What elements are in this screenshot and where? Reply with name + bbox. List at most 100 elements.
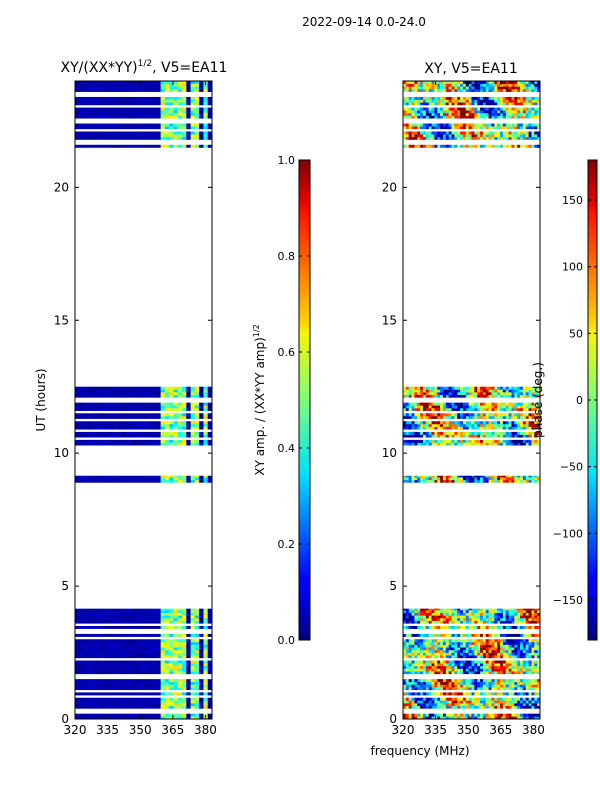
heatmap-cell: [403, 649, 407, 653]
heatmap-cell: [442, 668, 447, 672]
heatmap-cell: [428, 652, 432, 656]
heatmap-cell: [528, 655, 532, 659]
heatmap-cell: [414, 426, 418, 430]
heatmap-cell: [96, 681, 102, 685]
heatmap-cell: [525, 679, 529, 683]
heatmap-cell: [109, 439, 114, 443]
heatmap-cell: [130, 655, 136, 659]
heatmap-cell: [514, 144, 518, 148]
heatmap-cell: [522, 705, 527, 709]
heatmap-cell: [448, 700, 452, 704]
heatmap-cell: [173, 112, 179, 116]
heatmap-cell: [169, 608, 174, 611]
heatmap-cell: [431, 136, 435, 140]
heatmap-cell: [528, 617, 532, 621]
heatmap-cell: [508, 112, 512, 116]
heatmap-cell: [117, 610, 123, 613]
heatmap-cell: [109, 126, 114, 130]
heatmap-cell: [474, 392, 478, 395]
heatmap-cell: [156, 144, 162, 148]
heatmap-cell: [454, 423, 458, 427]
heatmap-cell: [482, 649, 487, 653]
heatmap-cell: [471, 392, 475, 395]
heatmap-cell: [437, 394, 441, 398]
heatmap-cell: [139, 697, 144, 701]
heatmap-cell: [417, 394, 421, 398]
heatmap-cell: [425, 655, 430, 659]
heatmap-cell: [511, 639, 515, 643]
heatmap-cell: [474, 681, 478, 685]
heatmap-cell: [190, 110, 196, 114]
heatmap-cell: [477, 131, 481, 135]
heatmap-cell: [186, 426, 191, 430]
heatmap-cell: [408, 617, 412, 621]
heatmap-cell: [514, 663, 518, 667]
heatmap-cell: [117, 681, 123, 685]
heatmap-cell: [182, 413, 187, 417]
heatmap-cell: [182, 644, 187, 648]
heatmap-cell: [462, 434, 467, 438]
heatmap-cell: [522, 671, 527, 675]
heatmap-cell: [117, 88, 123, 92]
heatmap-cell: [494, 407, 498, 411]
heatmap-cell: [497, 423, 501, 427]
heatmap-cell: [160, 402, 166, 406]
heatmap-cell: [497, 426, 501, 430]
heatmap-cell: [468, 421, 472, 425]
heatmap-cell: [134, 700, 140, 704]
heatmap-cell: [190, 131, 196, 135]
heatmap-cell: [434, 610, 438, 613]
heatmap-cell: [517, 641, 521, 645]
heatmap-cell: [109, 394, 114, 398]
heatmap-cell: [160, 617, 166, 621]
heatmap-cell: [177, 617, 183, 621]
heatmap-cell: [434, 647, 438, 651]
heatmap-cell: [465, 426, 470, 430]
heatmap-cell: [207, 442, 212, 446]
heatmap-cell: [100, 475, 106, 478]
heatmap-cell: [528, 665, 532, 669]
heatmap-cell: [207, 641, 212, 645]
heatmap-cell: [422, 407, 427, 411]
heatmap-cell: [422, 644, 427, 648]
heatmap-cell: [164, 407, 170, 411]
heatmap-cell: [531, 649, 535, 653]
heatmap-cell: [96, 639, 102, 643]
heatmap-cell: [522, 687, 527, 691]
heatmap-cell: [75, 439, 80, 443]
heatmap-cell: [83, 639, 89, 643]
heatmap-cell: [468, 479, 472, 483]
heatmap-cell: [488, 663, 492, 667]
heatmap-cell: [502, 115, 507, 119]
heatmap-cell: [482, 713, 487, 717]
heatmap-cell: [445, 705, 450, 709]
heatmap-cell: [182, 479, 187, 483]
heatmap-cell: [522, 644, 527, 648]
heatmap-cell: [517, 434, 521, 438]
heatmap-cell: [147, 687, 153, 691]
heatmap-cell: [460, 415, 464, 419]
heatmap-cell: [169, 386, 174, 390]
heatmap-cell: [414, 421, 418, 425]
heatmap-cell: [534, 665, 538, 669]
heatmap-cell: [468, 112, 472, 116]
heatmap-cell: [156, 620, 162, 624]
heatmap-cell: [488, 394, 492, 398]
heatmap-cell: [508, 620, 512, 624]
heatmap-cell: [130, 413, 136, 417]
heatmap-cell: [457, 431, 461, 435]
heatmap-cell: [143, 423, 149, 427]
heatmap-cell: [528, 649, 532, 653]
heatmap-cell: [505, 479, 509, 483]
heatmap-cell: [445, 625, 450, 629]
heatmap-cell: [468, 434, 472, 438]
heatmap-cell: [488, 477, 492, 481]
heatmap-cell: [403, 442, 407, 446]
heatmap-cell: [177, 402, 183, 406]
heatmap-cell: [122, 612, 127, 616]
heatmap-cell: [468, 665, 472, 669]
heatmap-cell: [465, 479, 470, 483]
heatmap-cell: [454, 705, 458, 709]
heatmap-cell: [75, 126, 80, 130]
heatmap-cell: [488, 413, 492, 417]
